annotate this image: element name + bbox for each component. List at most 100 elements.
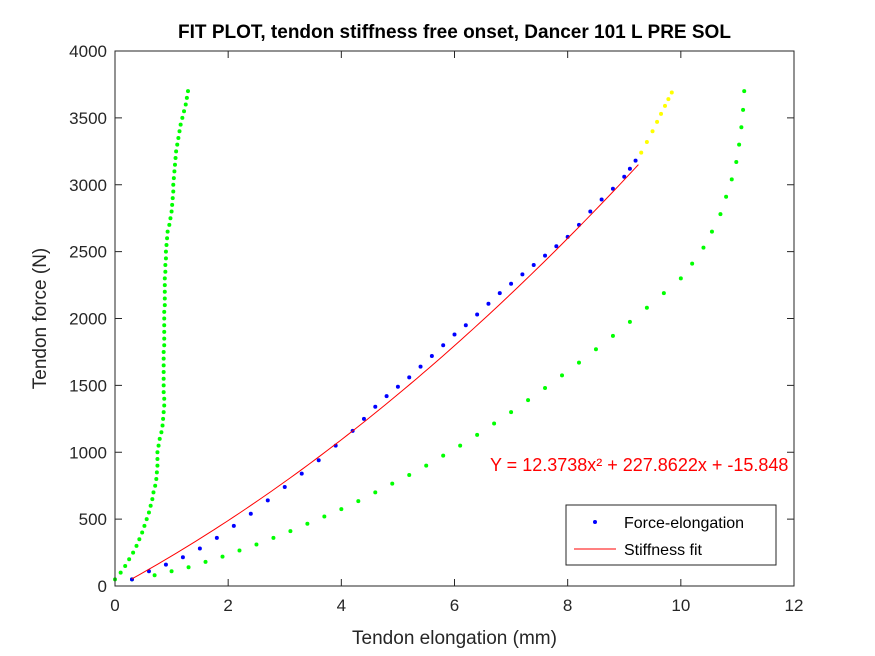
- x-tick-label: 2: [223, 596, 232, 615]
- data-point: [144, 517, 149, 522]
- data-point: [356, 499, 361, 504]
- data-point: [543, 386, 548, 391]
- data-point: [492, 421, 497, 426]
- fit-equation-label: Y = 12.3738x² + 227.8622x + -15.848: [490, 455, 788, 475]
- data-point: [131, 550, 136, 555]
- y-tick-label: 1500: [69, 376, 107, 395]
- y-axis-label: Tendon force (N): [30, 248, 51, 390]
- x-axis-label: Tendon elongation (mm): [352, 628, 557, 649]
- data-point: [163, 256, 168, 261]
- data-point: [497, 291, 502, 296]
- data-point: [662, 103, 667, 108]
- data-point: [171, 182, 176, 187]
- data-point: [254, 542, 259, 547]
- data-point: [475, 312, 480, 317]
- data-point: [165, 236, 170, 241]
- data-point: [729, 177, 734, 182]
- data-point: [170, 202, 175, 207]
- data-point: [162, 336, 167, 341]
- data-point: [151, 490, 156, 495]
- data-point: [739, 125, 744, 130]
- data-point: [162, 329, 167, 334]
- data-point: [588, 209, 593, 214]
- data-point: [161, 416, 166, 421]
- data-point: [174, 149, 179, 154]
- data-point: [164, 242, 169, 247]
- data-point: [171, 189, 176, 194]
- data-point: [183, 102, 188, 107]
- data-point: [701, 245, 706, 250]
- data-point: [316, 458, 321, 463]
- data-point: [127, 557, 132, 562]
- data-point: [543, 253, 548, 258]
- data-point: [734, 160, 739, 165]
- data-point: [157, 436, 162, 441]
- data-point: [162, 303, 167, 308]
- data-point: [162, 316, 167, 321]
- legend: Force-elongation Stiffness fit: [565, 504, 777, 566]
- data-point: [162, 403, 167, 408]
- data-point: [633, 158, 638, 163]
- data-point: [554, 244, 559, 249]
- data-point: [655, 119, 660, 124]
- y-tick-label: 2500: [69, 243, 107, 262]
- data-point: [509, 410, 514, 415]
- data-point: [160, 423, 165, 428]
- data-point: [220, 554, 225, 559]
- data-point: [531, 263, 536, 267]
- data-point: [599, 197, 604, 202]
- data-point: [576, 360, 581, 365]
- data-point: [162, 309, 167, 314]
- data-point: [123, 563, 128, 568]
- data-marks: [113, 89, 747, 582]
- data-point: [185, 89, 190, 94]
- data-point: [639, 150, 644, 155]
- data-point: [407, 472, 412, 477]
- data-point: [458, 443, 463, 448]
- data-point: [152, 573, 157, 578]
- data-point: [155, 456, 160, 461]
- data-point: [644, 139, 649, 144]
- x-tick-label: 6: [450, 596, 459, 615]
- x-tick-label: 0: [110, 596, 119, 615]
- data-point: [176, 135, 181, 140]
- data-point: [161, 383, 166, 388]
- y-tick-label: 2000: [69, 310, 107, 329]
- data-point: [299, 471, 304, 476]
- data-point: [172, 162, 177, 167]
- data-point: [155, 463, 160, 468]
- data-point: [146, 510, 151, 515]
- data-point: [172, 169, 177, 174]
- data-point: [161, 363, 166, 368]
- data-point: [177, 129, 182, 134]
- data-point: [361, 416, 366, 421]
- data-point: [429, 353, 434, 358]
- data-point: [142, 523, 147, 528]
- data-point: [509, 281, 514, 286]
- data-point: [154, 470, 159, 475]
- plot-area: [115, 51, 794, 586]
- data-point: [182, 109, 187, 114]
- data-point: [150, 497, 155, 502]
- data-point: [669, 90, 674, 95]
- data-point: [373, 404, 378, 409]
- data-point: [737, 142, 742, 147]
- legend-label-force-elongation: Force-elongation: [624, 515, 744, 532]
- data-point: [248, 511, 253, 516]
- data-point: [661, 291, 666, 296]
- series-green-left-branch: [113, 89, 190, 582]
- data-point: [644, 305, 649, 310]
- data-point: [159, 430, 164, 435]
- data-point: [475, 432, 480, 437]
- data-point: [265, 498, 270, 503]
- data-point: [231, 523, 236, 528]
- data-point: [162, 276, 167, 281]
- legend-box: [565, 504, 777, 566]
- data-point: [486, 301, 491, 306]
- data-point: [718, 212, 723, 217]
- legend-label-stiffness-fit: Stiffness fit: [624, 542, 703, 559]
- data-point: [165, 229, 170, 234]
- data-point: [373, 490, 378, 495]
- data-point: [288, 529, 293, 534]
- data-point: [237, 548, 242, 553]
